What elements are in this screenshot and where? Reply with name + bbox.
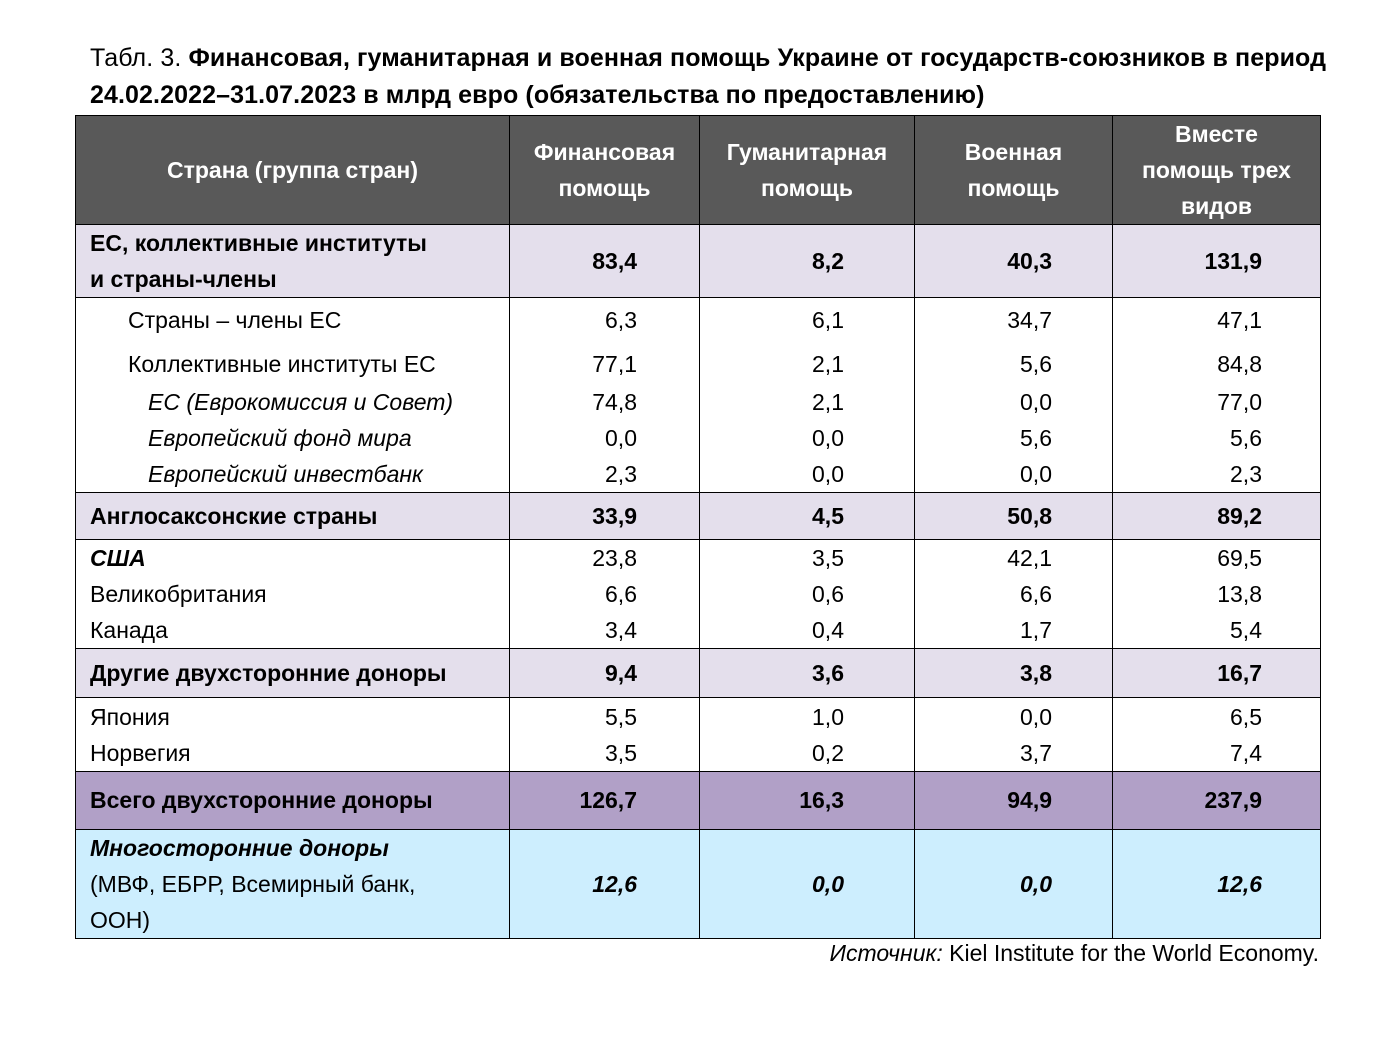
- anglo-financial: 33,9: [509, 492, 700, 540]
- header-row: Страна (группа стран) Финансовая помощь Г…: [75, 115, 1321, 225]
- other-sub-financial: 5,5 3,5: [509, 697, 700, 772]
- multilateral-total: 12,6: [1112, 829, 1321, 939]
- eu-name: ЕС, коллективные институты и страны-члены: [75, 224, 510, 298]
- anglo-sub-financial: 23,8 6,6 3,4: [509, 539, 700, 649]
- other-sub-total: 6,5 7,4: [1112, 697, 1321, 772]
- caption-prefix: Табл. 3.: [90, 44, 189, 72]
- eu-financial: 83,4: [509, 224, 700, 298]
- list-item: Коллективные институты ЕС: [128, 351, 436, 377]
- eu-sub-humanitarian: 6,1 2,1 2,1 0,0 0,0: [699, 297, 915, 493]
- row-multilateral: Многосторонние доноры (МВФ, ЕБРР, Всемир…: [75, 829, 1321, 939]
- header-financial: Финансовая помощь: [509, 115, 700, 225]
- rows-anglo-sub: США Великобритания Канада 23,8 6,6 3,4 3,5…: [75, 539, 1321, 649]
- source-text: Kiel Institute for the World Economy.: [942, 940, 1319, 966]
- caption-title: Финансовая, гуманитарная и военная помощ…: [90, 44, 1327, 109]
- source-note: Источник: Kiel Institute for the World E…: [830, 936, 1319, 970]
- multilateral-name: Многосторонние доноры (МВФ, ЕБРР, Всемир…: [75, 829, 510, 939]
- multilateral-humanitarian: 0,0: [699, 829, 915, 939]
- row-bilateral-total: Всего двухсторонние доноры 126,7 16,3 94…: [75, 771, 1321, 830]
- list-item: Европейский инвестбанк: [148, 461, 423, 487]
- anglo-name: Англосаксонские страны: [75, 492, 510, 540]
- list-item: Великобритания: [90, 581, 267, 607]
- list-item: США: [90, 545, 146, 571]
- header-humanitarian: Гуманитарная помощь: [699, 115, 915, 225]
- anglo-sub-military: 42,1 6,6 1,7: [914, 539, 1113, 649]
- list-item: ЕС (Еврокомиссия и Совет): [148, 389, 454, 415]
- anglo-total: 89,2: [1112, 492, 1321, 540]
- multilateral-financial: 12,6: [509, 829, 700, 939]
- list-item: Япония: [90, 703, 170, 730]
- other-name: Другие двухсторонние доноры: [75, 648, 510, 698]
- eu-sub-financial: 6,3 77,1 74,8 0,0 2,3: [509, 297, 700, 493]
- other-sub-humanitarian: 1,0 0,2: [699, 697, 915, 772]
- other-sub-names: Япония Норвегия: [75, 697, 510, 772]
- anglo-sub-humanitarian: 3,5 0,6 0,4: [699, 539, 915, 649]
- header-military: Военная помощь: [914, 115, 1113, 225]
- eu-military: 40,3: [914, 224, 1113, 298]
- eu-humanitarian: 8,2: [699, 224, 915, 298]
- bilateral-total-name: Всего двухсторонние доноры: [75, 771, 510, 830]
- rows-eu-sub: Страны – члены ЕС Коллективные институты…: [75, 297, 1321, 493]
- source-label: Источник:: [829, 940, 943, 966]
- anglo-humanitarian: 4,5: [699, 492, 915, 540]
- table-caption: Табл. 3. Финансовая, гуманитарная и воен…: [90, 40, 1350, 114]
- anglo-sub-names: США Великобритания Канада: [75, 539, 510, 649]
- other-humanitarian: 3,6: [699, 648, 915, 698]
- list-item: Европейский фонд мира: [148, 425, 412, 451]
- multilateral-military: 0,0: [914, 829, 1113, 939]
- row-other: Другие двухсторонние доноры 9,4 3,6 3,8 …: [75, 648, 1321, 698]
- eu-sub-military: 34,7 5,6 0,0 5,6 0,0: [914, 297, 1113, 493]
- row-anglo: Англосаксонские страны 33,9 4,5 50,8 89,…: [75, 492, 1321, 540]
- list-item: Канада: [90, 617, 168, 643]
- other-total: 16,7: [1112, 648, 1321, 698]
- aid-table: Страна (группа стран) Финансовая помощь Г…: [75, 115, 1321, 939]
- bilateral-total-humanitarian: 16,3: [699, 771, 915, 830]
- eu-total: 131,9: [1112, 224, 1321, 298]
- rows-other-sub: Япония Норвегия 5,5 3,5 1,0 0,2 0,0 3,7 6,5…: [75, 697, 1321, 772]
- bilateral-total-financial: 126,7: [509, 771, 700, 830]
- header-country: Страна (группа стран): [75, 115, 510, 225]
- list-item: Страны – члены ЕС: [128, 307, 342, 333]
- other-financial: 9,4: [509, 648, 700, 698]
- anglo-sub-total: 69,5 13,8 5,4: [1112, 539, 1321, 649]
- eu-sub-total: 47,1 84,8 77,0 5,6 2,3: [1112, 297, 1321, 493]
- header-total: Вместе помощь трех видов: [1112, 115, 1321, 225]
- eu-sub-names: Страны – члены ЕС Коллективные институты…: [75, 297, 510, 493]
- bilateral-total-military: 94,9: [914, 771, 1113, 830]
- row-eu: ЕС, коллективные институты и страны-члены…: [75, 224, 1321, 298]
- other-military: 3,8: [914, 648, 1113, 698]
- anglo-military: 50,8: [914, 492, 1113, 540]
- other-sub-military: 0,0 3,7: [914, 697, 1113, 772]
- list-item: Норвегия: [90, 739, 191, 766]
- bilateral-total-total: 237,9: [1112, 771, 1321, 830]
